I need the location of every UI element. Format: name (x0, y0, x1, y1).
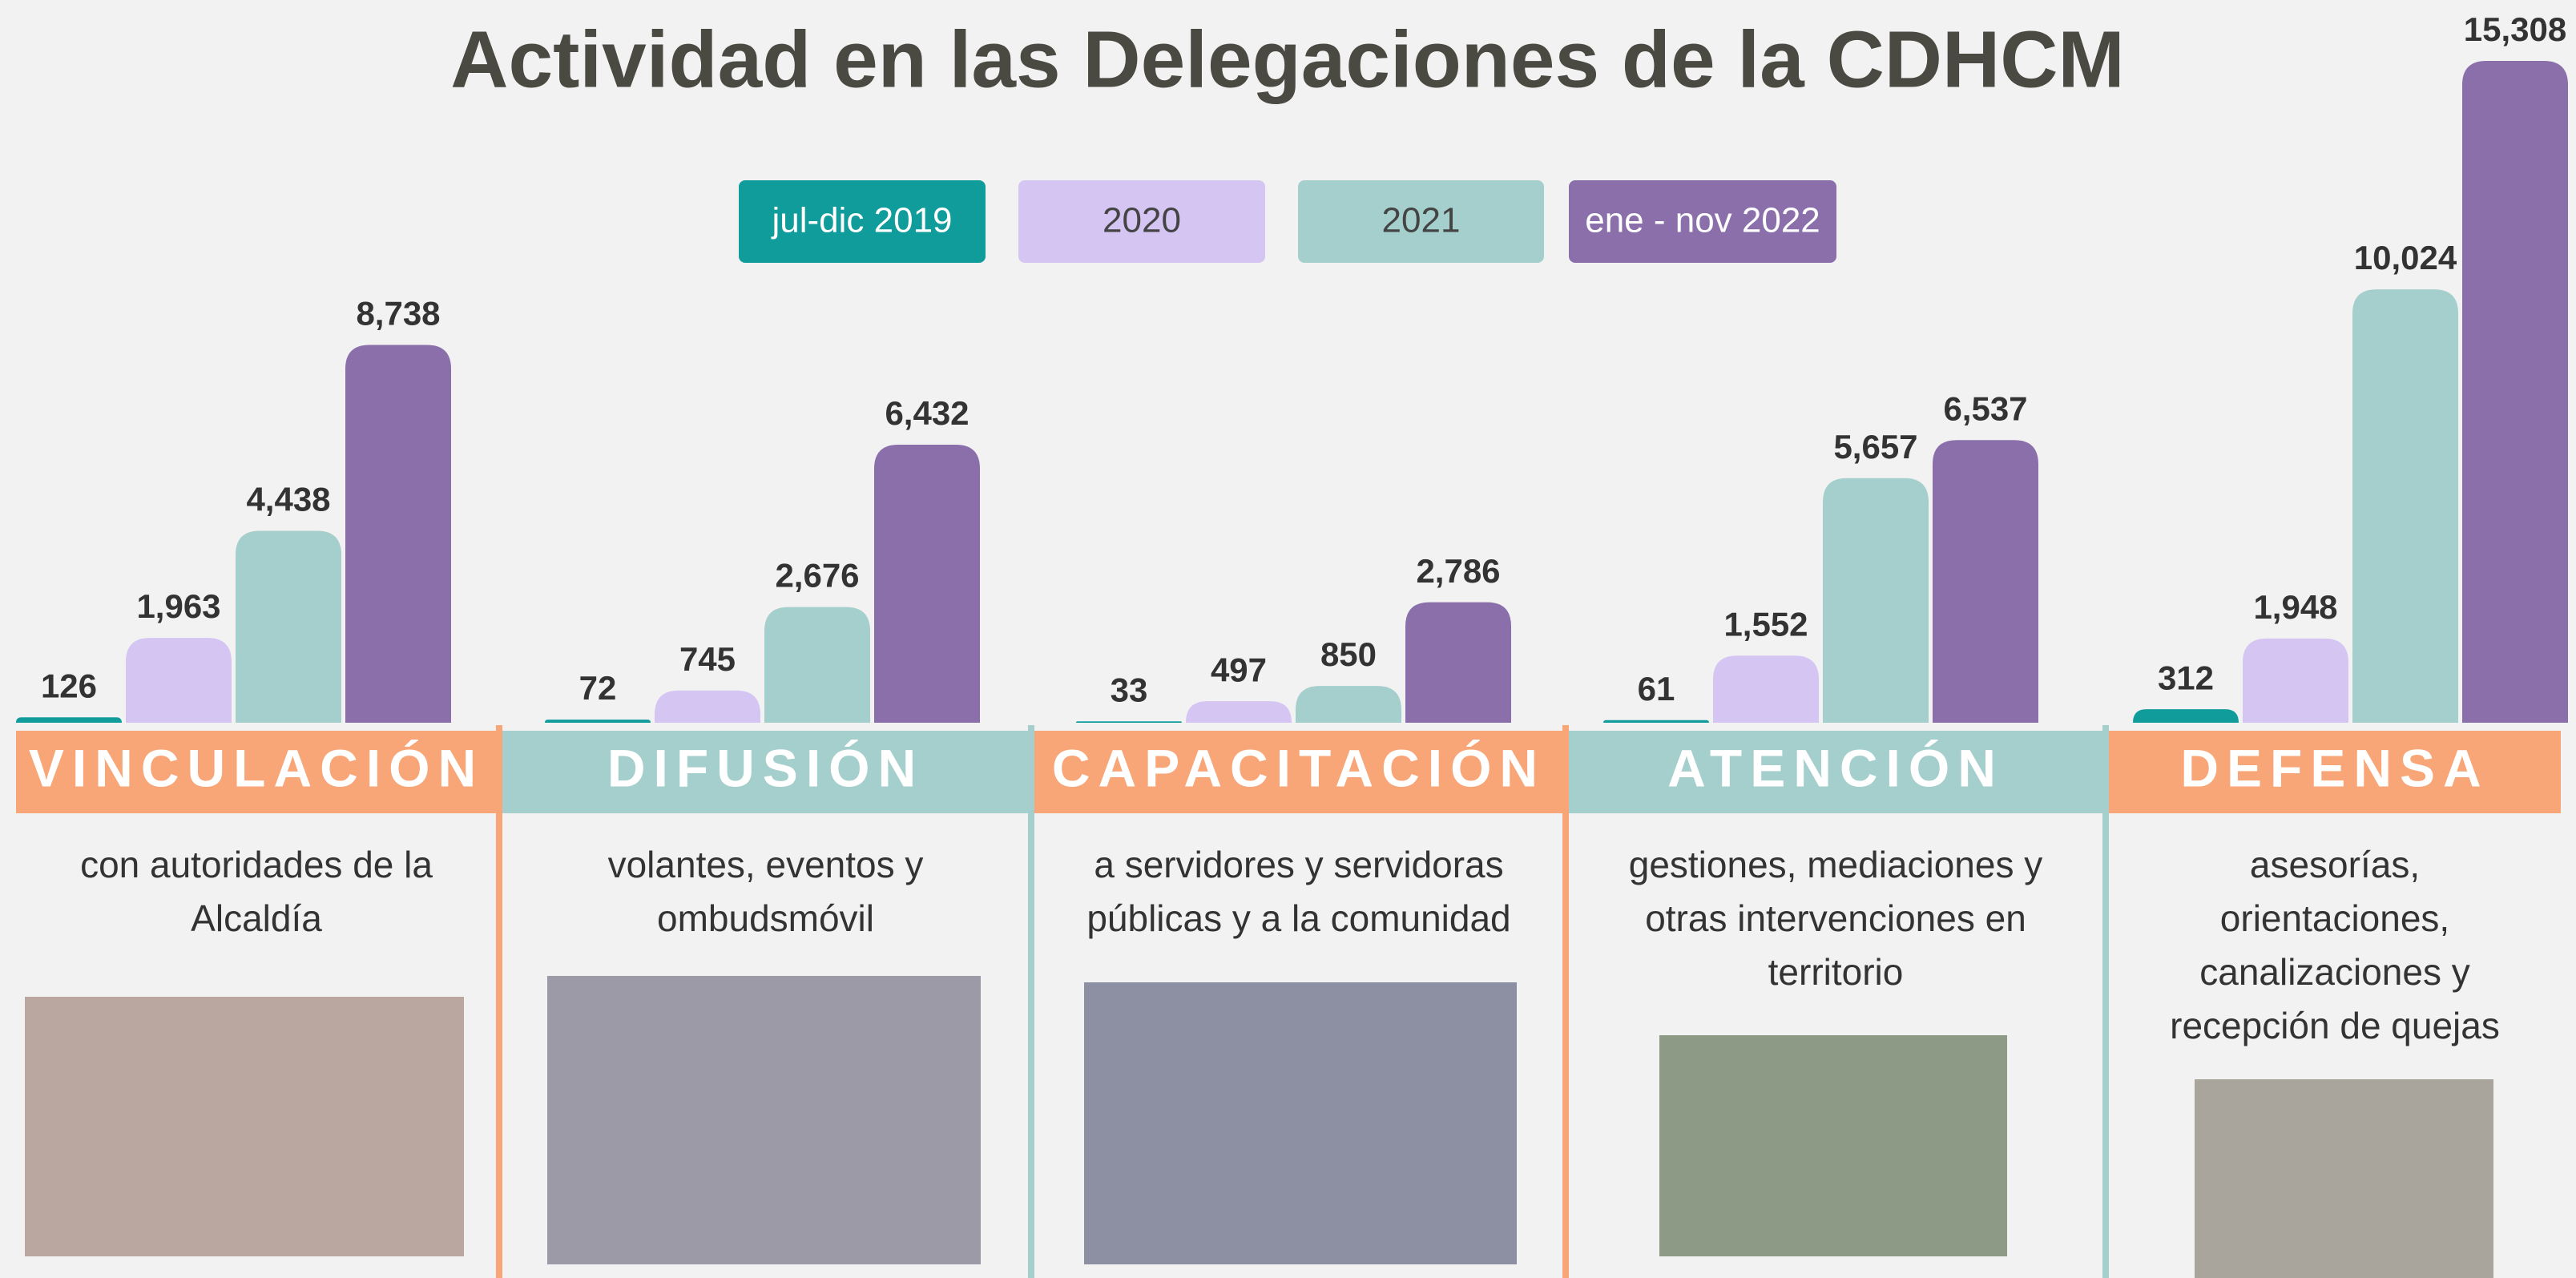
value-label: 850 (1320, 635, 1377, 673)
legend-label: jul-dic 2019 (770, 201, 952, 240)
photos (25, 976, 2493, 1278)
value-label: 2,786 (1416, 552, 1500, 590)
category-description: orientaciones, (2220, 897, 2449, 939)
bar (16, 717, 122, 723)
photo (1659, 1035, 2007, 1256)
bar (655, 691, 760, 723)
bar (1933, 440, 2038, 723)
value-label: 6,537 (1943, 389, 2027, 427)
value-label: 8,738 (356, 295, 440, 333)
value-label: 6,432 (885, 394, 969, 432)
bar (1076, 721, 1182, 723)
category-description: gestiones, mediaciones y (1629, 844, 2043, 885)
value-label: 1,948 (2253, 588, 2337, 626)
value-label: 15,308 (2464, 10, 2566, 48)
category-description: volantes, eventos y (608, 844, 924, 885)
category-description: ombudsmóvil (657, 897, 874, 939)
photo (547, 976, 981, 1264)
value-label: 497 (1211, 651, 1267, 688)
category-description: canalizaciones y (2199, 951, 2470, 993)
bar (1405, 603, 1511, 723)
bar (1823, 478, 1929, 723)
category-label: DIFUSIÓN (607, 738, 924, 797)
bar (1603, 720, 1709, 723)
category-label: CAPACITACIÓN (1052, 738, 1546, 797)
bar (764, 607, 870, 723)
legend-label: 2020 (1103, 201, 1181, 240)
chart-title: Actividad en las Delegaciones de la CDHC… (450, 14, 2125, 104)
value-label: 10,024 (2354, 239, 2457, 276)
bar (874, 445, 980, 723)
photo (2195, 1079, 2493, 1278)
divider (496, 725, 502, 1278)
value-label: 33 (1111, 671, 1148, 708)
legend-label: ene - nov 2022 (1585, 201, 1820, 240)
category-description: otras intervenciones en (1645, 897, 2026, 939)
legend-label: 2021 (1382, 201, 1461, 240)
value-label: 61 (1638, 670, 1675, 708)
category-description: territorio (1768, 951, 1904, 993)
category-description: asesorías, (2250, 844, 2420, 885)
bar (345, 345, 451, 723)
value-label: 312 (2158, 659, 2214, 696)
divider (2102, 725, 2109, 1278)
category-label: ATENCIÓN (1667, 738, 2004, 797)
bar (2243, 639, 2348, 723)
value-label: 2,676 (775, 557, 859, 595)
bar (545, 720, 651, 723)
category-description: con autoridades de la (80, 844, 433, 885)
photo (25, 997, 464, 1256)
bar (1713, 655, 1819, 723)
bar (2462, 61, 2568, 723)
category-description: Alcaldía (191, 897, 322, 939)
category-label: DEFENSA (2180, 738, 2489, 797)
bar (2352, 289, 2458, 723)
category-description: públicas y a la comunidad (1086, 897, 1510, 939)
category-label: VINCULACIÓN (29, 738, 484, 797)
bar (126, 638, 232, 723)
divider (1562, 725, 1569, 1278)
category-description: recepción de quejas (2170, 1005, 2500, 1046)
value-label: 1,963 (136, 587, 220, 625)
divider (1028, 725, 1034, 1278)
value-label: 1,552 (1723, 605, 1808, 643)
bar (1186, 701, 1292, 723)
photo (1084, 982, 1517, 1264)
category-description: a servidores y servidoras (1094, 844, 1503, 885)
bar (1296, 686, 1401, 723)
chart: Actividad en las Delegaciones de la CDHC… (0, 0, 2576, 1278)
value-label: 745 (679, 640, 736, 678)
value-label: 5,657 (1833, 428, 1917, 466)
bar (2133, 709, 2239, 723)
bar (236, 531, 341, 723)
value-label: 126 (41, 667, 97, 704)
value-label: 72 (579, 669, 617, 707)
value-label: 4,438 (246, 481, 330, 518)
